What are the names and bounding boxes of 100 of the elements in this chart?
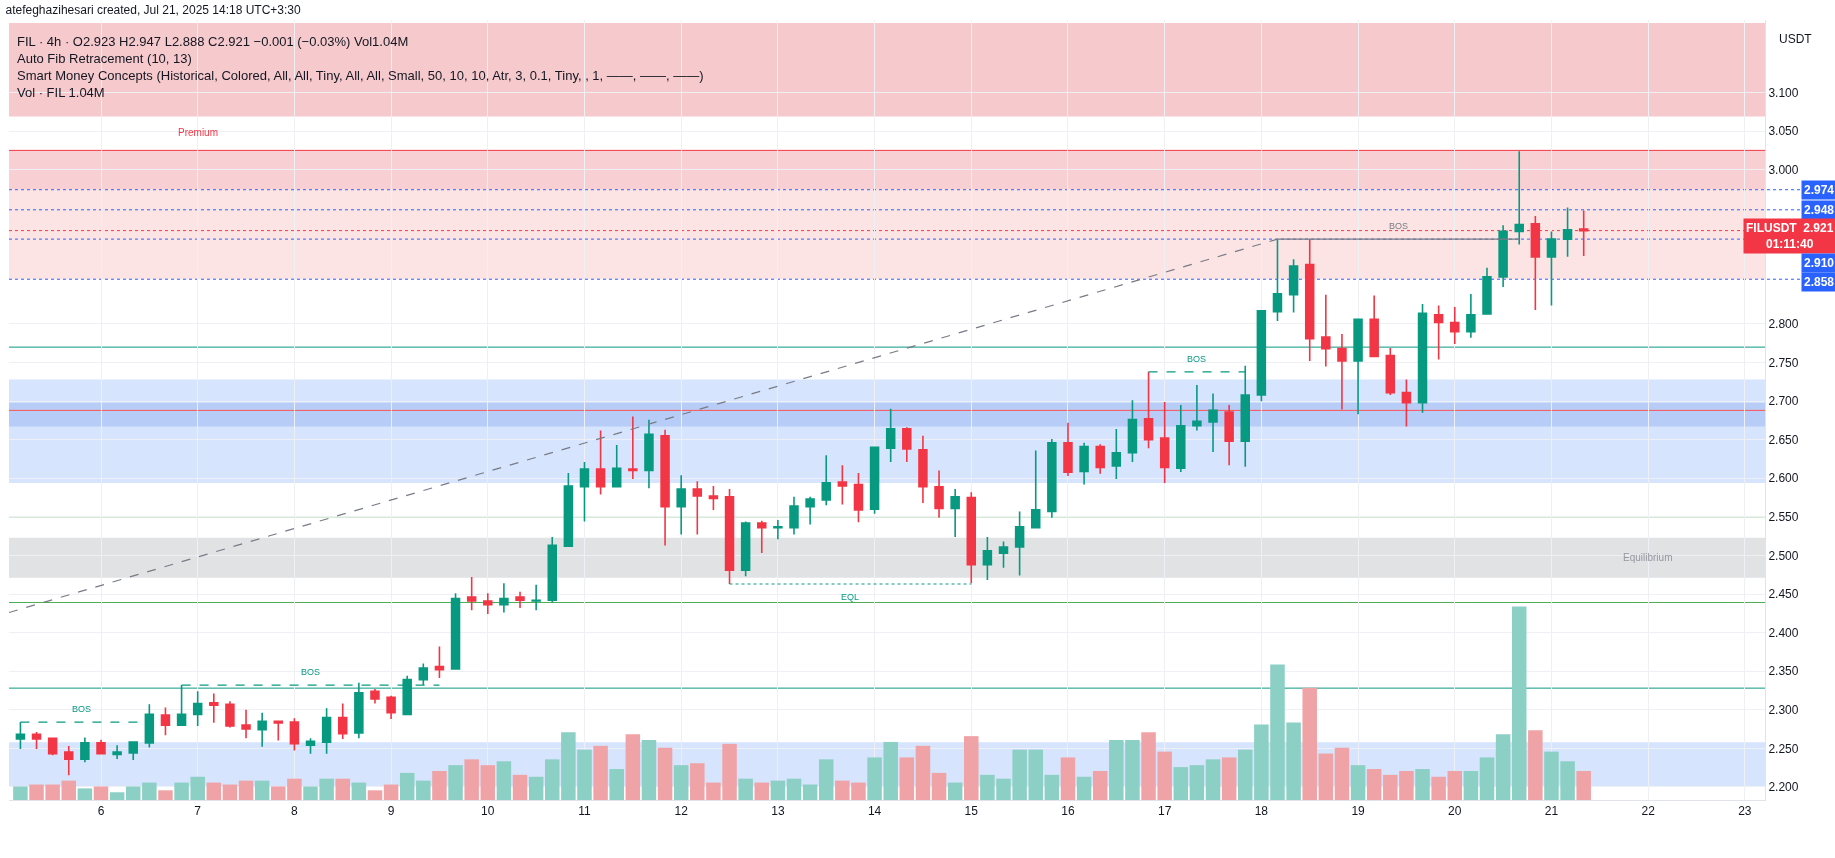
bar xyxy=(1576,770,1591,800)
bar xyxy=(641,740,657,800)
chart-title: atefeghazihesari created, Jul 21, 2025 14:18 UTC+3:30 xyxy=(5,2,302,17)
candlestick xyxy=(1192,384,1202,432)
candlestick xyxy=(740,520,751,578)
bar xyxy=(142,782,157,800)
ref-line-label: 2.910 xyxy=(1804,256,1835,270)
candlestick xyxy=(869,446,880,515)
bar xyxy=(512,774,528,800)
y-tick-label: 2.600 xyxy=(1768,471,1799,486)
candlestick xyxy=(1030,449,1041,529)
x-tick-label: 16 xyxy=(1061,804,1075,819)
bar xyxy=(1221,757,1237,800)
x-tick-label: 15 xyxy=(964,804,979,819)
bar xyxy=(416,780,431,800)
series-label: BOS xyxy=(1187,354,1207,364)
candlestick xyxy=(112,744,122,760)
candlestick xyxy=(853,472,864,524)
bar xyxy=(528,776,544,800)
candlestick xyxy=(483,592,493,615)
candlestick xyxy=(450,592,461,670)
bar xyxy=(158,790,173,800)
candlestick xyxy=(241,708,251,740)
candlestick xyxy=(1433,304,1444,361)
candlestick xyxy=(1498,224,1508,288)
bar xyxy=(351,782,367,800)
bar xyxy=(464,759,479,800)
candlestick xyxy=(370,688,380,705)
y-tick-label: 2.200 xyxy=(1768,780,1799,795)
x-tick-label: 21 xyxy=(1544,804,1559,819)
candlestick xyxy=(434,645,445,679)
candlestick xyxy=(628,415,638,480)
candlestick xyxy=(1014,510,1025,577)
bar xyxy=(109,792,125,800)
bar xyxy=(1205,759,1221,800)
x-tick-label: 9 xyxy=(387,804,395,819)
x-tick-label: 18 xyxy=(1254,804,1269,819)
bar xyxy=(1479,757,1495,800)
x-tick-label: 13 xyxy=(771,804,785,819)
ref-line-label: 2.948 xyxy=(1804,203,1835,217)
bar xyxy=(915,745,931,800)
ref-line-label: 2.858 xyxy=(1804,275,1835,289)
candlestick xyxy=(1272,238,1283,322)
y-tick-label: 2.500 xyxy=(1768,548,1799,563)
candlestick xyxy=(966,491,977,584)
bar xyxy=(1366,769,1382,800)
bar xyxy=(947,782,963,800)
series-label: BOS xyxy=(72,704,92,714)
annotation: Premium xyxy=(178,127,219,138)
annotation: Auto Fib Retracement (10, 13) xyxy=(17,51,192,66)
candlestick xyxy=(1143,371,1154,449)
y-axis-title: USDT xyxy=(1779,32,1813,46)
y-tick-label: 2.300 xyxy=(1768,702,1799,717)
y-tick-label: 2.450 xyxy=(1768,587,1799,602)
candlestick xyxy=(515,590,525,609)
bar xyxy=(480,765,496,800)
bar xyxy=(818,759,834,800)
bar xyxy=(1463,770,1479,800)
text: FIL · 4h · O2.923 H2.947 L2.888 C2.921 −0.001 (−0.03%) Vol1.04M xyxy=(17,34,409,49)
bar xyxy=(1076,776,1092,800)
candlestick xyxy=(1337,333,1347,411)
bar xyxy=(77,788,93,800)
x-tick-label: 19 xyxy=(1351,804,1366,819)
candlestick xyxy=(289,717,300,752)
bar xyxy=(1334,747,1350,800)
bar xyxy=(609,769,624,800)
candlestick xyxy=(1063,421,1073,477)
candlestick xyxy=(1304,238,1315,362)
candlestick xyxy=(902,426,912,463)
bar xyxy=(238,780,254,800)
candlestick xyxy=(563,472,574,547)
candlestick xyxy=(257,712,267,748)
candlestick xyxy=(676,474,686,536)
x-tick-label: 10 xyxy=(481,804,495,819)
candlestick xyxy=(805,496,815,526)
candlestick xyxy=(1288,258,1299,314)
candlestick xyxy=(1385,347,1396,396)
band-label: Equilibrium xyxy=(1623,552,1673,563)
series-label: EQL xyxy=(841,592,860,602)
y-tick-label: 2.350 xyxy=(1768,664,1799,679)
candlestick xyxy=(998,540,1009,569)
x-tick-label: 8 xyxy=(291,804,299,819)
bar xyxy=(13,786,28,800)
x-tick-label: 7 xyxy=(194,804,202,819)
candlestick xyxy=(579,461,590,523)
candlestick xyxy=(724,488,735,585)
bar xyxy=(1044,774,1060,800)
candlestick xyxy=(47,737,58,757)
x-tick-label: 11 xyxy=(578,804,592,819)
series-label: BOS xyxy=(1389,221,1409,231)
y-tick-label: 2.750 xyxy=(1768,355,1799,370)
bar xyxy=(448,765,463,800)
candlestick xyxy=(160,706,171,736)
candlestick xyxy=(1401,378,1412,428)
ref-line-label: FILUSDT 2.921 01:11:40 xyxy=(1746,221,1834,251)
candlestick xyxy=(982,536,993,581)
y-tick-label: 3.000 xyxy=(1768,162,1799,177)
candlestick xyxy=(273,720,284,742)
bar xyxy=(335,778,350,800)
candlestick xyxy=(80,736,90,763)
